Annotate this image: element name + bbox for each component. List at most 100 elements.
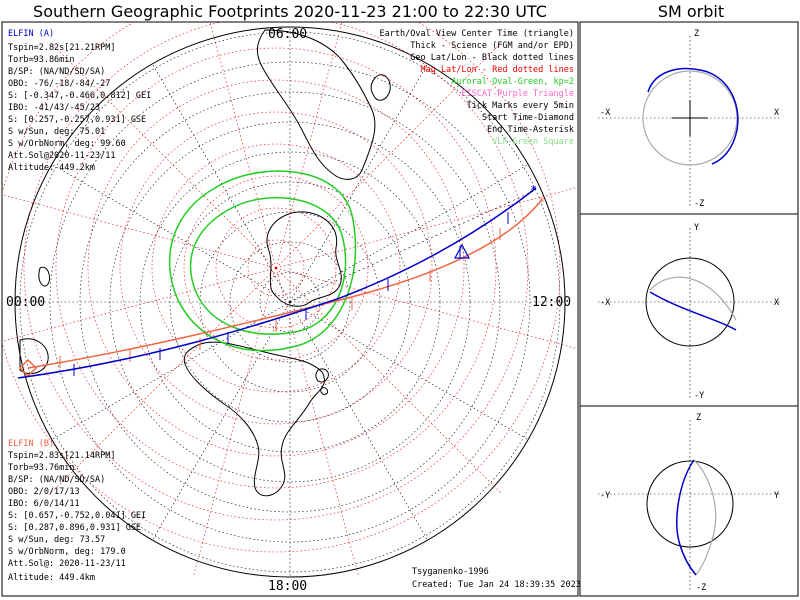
elfin-a-line-7: S w/Sun, deg: 75.01 <box>8 127 105 137</box>
elfin-a-info: ELFIN (A) Tspin=2.82s[21.21RPM] Torb=93.… <box>8 29 151 173</box>
elfin-b-line-4: IBO: 6/0/14/11 <box>8 499 80 509</box>
sm1-label-top: Z <box>694 29 699 39</box>
elfin-a-line-6: S: [0.257,-0.257,0.931] GSE <box>8 115 146 125</box>
sm2-earth <box>645 257 735 347</box>
sm1-orbit-b <box>642 70 738 166</box>
legend-item-9: VLF-Green Square <box>492 137 574 147</box>
mag-meridian <box>49 41 277 269</box>
geo-meridian <box>289 301 529 440</box>
elfin-b-line-5: S: [0.657,-0.752,0.041] GEI <box>8 511 146 521</box>
elfin-b-ticks <box>59 228 501 368</box>
elfin-b-line-10: Altitude: 449.4km <box>8 573 95 583</box>
elfin-a-line-3: OBO: -76/-18/-84/-27 <box>8 79 110 89</box>
mag-latitude-ring <box>215 207 337 329</box>
nz-outline-2 <box>19 338 49 375</box>
model-label: Tsyganenko-1996 <box>412 567 489 577</box>
island-outline-2 <box>320 387 329 395</box>
sm1-orbit-a <box>647 67 739 165</box>
mag-latitude-ring <box>55 47 497 489</box>
elfin-a-ticks <box>73 212 509 376</box>
geo-meridian <box>152 63 291 303</box>
legend-item-6: Tick Marks every 5min <box>467 101 574 111</box>
geo-latitude-ring <box>259 271 321 333</box>
elfin-a-line-0: Tspin=2.82s[21.21RPM] <box>8 43 115 53</box>
sm3-label-left: -Y <box>600 491 610 501</box>
sm2-label-bottom: -Y <box>694 391 704 401</box>
elfin-a-line-5: IBO: -41/43/-45/23 <box>8 103 100 113</box>
geo-latitude-ring <box>139 151 441 453</box>
africa-outline <box>256 29 376 180</box>
mag-meridian <box>2 267 277 342</box>
mag-latitude-ring <box>2 22 561 553</box>
antarctica-outline <box>266 211 342 307</box>
island-outline <box>315 368 329 383</box>
geo-latitude-ring <box>79 91 501 513</box>
elfin-a-line-1: Torb=93.86min <box>8 55 75 65</box>
elfin-b-name: ELFIN (B) <box>8 439 54 449</box>
geo-meridian <box>289 301 428 541</box>
sm2-label-left: -X <box>600 298 611 308</box>
elfin-a-line-4: S: [-0.347,-0.466,0.812] GEI <box>8 91 151 101</box>
legend-item-7: Start Time-Diamond <box>482 113 574 123</box>
elfin-a-line-9: Att.Sol@2020-11-23/11 <box>8 151 115 161</box>
madagascar-outline <box>370 74 391 101</box>
mag-latitude-ring <box>183 175 369 361</box>
nz-outline <box>38 266 51 287</box>
elfin-b-line-6: S: [0.287,0.896,0.931] GSE <box>8 523 141 533</box>
elfin-b-line-7: S w/Sun, deg: 73.57 <box>8 535 105 545</box>
geo-latitude-ring <box>19 31 561 573</box>
elfin-b-line-9: Att.Sol@: 2020-11-23/11 <box>8 559 126 569</box>
page-title: Southern Geographic Footprints 2020-11-2… <box>33 2 547 21</box>
geo-meridian <box>51 301 291 440</box>
hour-label-bottom: 18:00 <box>268 579 307 594</box>
mag-latitude-ring <box>119 111 433 425</box>
geo-meridian <box>289 63 428 303</box>
continent-outlines <box>19 29 391 497</box>
mag-meridian <box>275 186 578 269</box>
elfin-b-line-0: Tspin=2.83s[21.14RPM] <box>8 451 115 461</box>
sm2-orbit-a <box>649 291 737 331</box>
geo-latitude-ring <box>199 211 381 393</box>
sm1-label-left: -X <box>600 108 611 118</box>
geo-grid <box>15 27 565 577</box>
hour-label-top: 06:00 <box>268 27 307 42</box>
elfin-a-line-8: S w/OrbNorm, deg: 99.60 <box>8 139 126 149</box>
legend-item-3: Mag Lat/Lon - Red dotted lines <box>420 65 574 75</box>
elfin-a-name: ELFIN (A) <box>8 29 54 39</box>
legend-item-0: Earth/Oval View Center Time (triangle) <box>380 29 574 39</box>
sm3-orbit-a <box>676 459 697 576</box>
geo-meridian <box>152 301 291 541</box>
mag-meridian <box>275 41 503 269</box>
elfin-a-line-2: B/SP: (NA/ND/SD/SA) <box>8 67 105 77</box>
sm2-orbit-b <box>649 276 737 321</box>
mag-meridian <box>275 267 503 495</box>
sm3-orbit-b <box>693 459 717 576</box>
sm3-label-right: Y <box>774 491 779 501</box>
view-center-triangle <box>453 243 471 259</box>
sm3-earth <box>646 460 734 548</box>
legend: Earth/Oval View Center Time (triangle) T… <box>380 29 574 147</box>
sm2-label-right: X <box>774 298 780 308</box>
elfin-b-line-8: S w/OrbNorm, deg: 179.0 <box>8 547 126 557</box>
mag-meridian <box>49 267 277 495</box>
elfin-b-info: ELFIN (B) Tspin=2.83s[21.14RPM] Torb=93.… <box>8 439 146 583</box>
sm3-label-top: Z <box>696 413 701 423</box>
mag-latitude-ring <box>87 79 465 457</box>
sm3-label-bottom: -Z <box>696 583 706 593</box>
sm-orbit-title: SM orbit <box>657 2 725 21</box>
elfin-b-track <box>27 201 541 369</box>
mag-meridian <box>275 22 343 269</box>
legend-item-5: EISCAT-Purple Triangle <box>461 89 574 99</box>
mag-meridian <box>209 22 277 269</box>
elfin-b-line-3: OBO: 2/0/17/13 <box>8 487 80 497</box>
sm2-label-top: Y <box>694 223 699 233</box>
geo-meridian <box>51 164 291 303</box>
auroral-oval-outer <box>168 170 357 352</box>
mag-meridian <box>275 267 578 350</box>
auroral-oval-inner <box>189 196 347 335</box>
elfin-b-line-2: B/SP: (NA/ND/SD/SA) <box>8 475 105 485</box>
legend-item-2: Geo Lat/Lon - Black dotted lines <box>410 53 574 63</box>
legend-item-8: End Time-Asterisk <box>487 125 574 135</box>
elfin-b-end-asterisk: * <box>538 195 545 209</box>
